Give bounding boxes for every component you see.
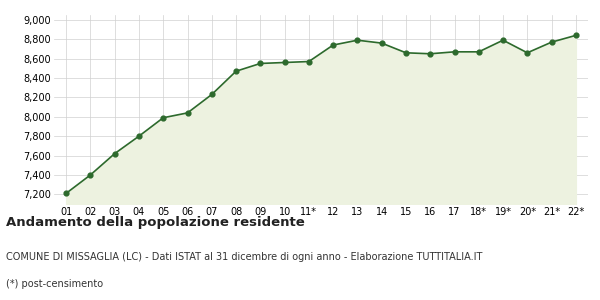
Point [207, 92, 217, 97]
Point [304, 59, 314, 64]
Point [86, 172, 95, 177]
Point [182, 110, 192, 115]
Point [498, 38, 508, 43]
Point [571, 33, 581, 38]
Point [61, 191, 71, 196]
Point [110, 151, 119, 156]
Point [231, 69, 241, 74]
Point [547, 40, 556, 44]
Text: COMUNE DI MISSAGLIA (LC) - Dati ISTAT al 31 dicembre di ogni anno - Elaborazione: COMUNE DI MISSAGLIA (LC) - Dati ISTAT al… [6, 252, 482, 262]
Point [353, 38, 362, 43]
Point [425, 51, 435, 56]
Text: (*) post-censimento: (*) post-censimento [6, 279, 103, 289]
Point [158, 115, 168, 120]
Point [377, 41, 386, 46]
Point [474, 50, 484, 54]
Point [256, 61, 265, 66]
Point [280, 60, 289, 65]
Point [450, 50, 460, 54]
Point [401, 50, 411, 55]
Point [523, 50, 532, 55]
Point [328, 43, 338, 47]
Text: Andamento della popolazione residente: Andamento della popolazione residente [6, 216, 305, 229]
Point [134, 134, 144, 139]
